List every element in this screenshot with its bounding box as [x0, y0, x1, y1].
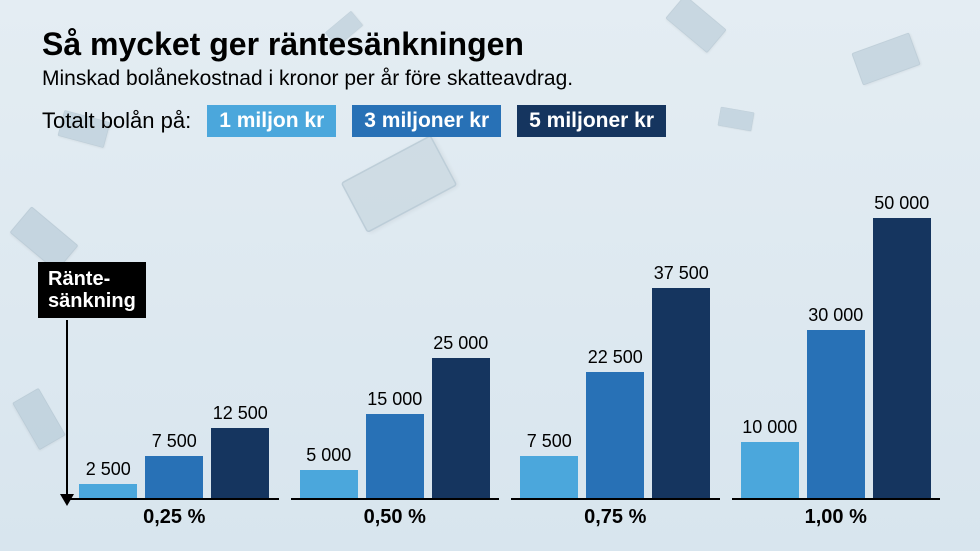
axis-connector-line — [66, 320, 68, 502]
bar: 7 500 — [145, 431, 203, 498]
x-axis-label: 0,50 % — [291, 506, 500, 529]
legend-label: Totalt bolån på: — [42, 108, 191, 134]
axis-arrow-icon — [60, 494, 74, 506]
bar-value-label: 15 000 — [367, 389, 422, 410]
bar-group-bars: 7 500 22 500 37 500 — [511, 200, 720, 500]
bar-group-bars: 2 500 7 500 12 500 — [70, 200, 279, 500]
bar-rect — [586, 372, 644, 498]
bar-rect — [432, 358, 490, 498]
bar-value-label: 30 000 — [808, 305, 863, 326]
chart-subtitle: Minskad bolånekostnad i kronor per år fö… — [42, 67, 938, 91]
bar-group-bars: 5 000 15 000 25 000 — [291, 200, 500, 500]
bar-rect — [211, 428, 269, 498]
bar-chart: 2 500 7 500 12 500 0,25 % 5 000 15 000 25 000 0… — [64, 189, 946, 529]
bar-group-bars: 10 00030 00050 000 — [732, 200, 941, 500]
bar: 12 500 — [211, 403, 269, 498]
x-axis-label: 1,00 % — [732, 506, 941, 529]
legend: Totalt bolån på: 1 miljon kr 3 miljoner … — [42, 105, 938, 137]
bar: 25 000 — [432, 333, 490, 498]
bar-rect — [807, 330, 865, 498]
bar: 7 500 — [520, 431, 578, 498]
chart-title: Så mycket ger räntesänkningen — [42, 26, 938, 63]
bar-group: 5 000 15 000 25 000 0,50 % — [291, 200, 500, 529]
bar-value-label: 2 500 — [86, 459, 131, 480]
bar-value-label: 25 000 — [433, 333, 488, 354]
bar-rect — [366, 414, 424, 498]
bar-value-label: 22 500 — [588, 347, 643, 368]
legend-series-3: 5 miljoner kr — [517, 105, 666, 137]
bar-value-label: 10 000 — [742, 417, 797, 438]
bar-rect — [652, 288, 710, 498]
bar: 37 500 — [652, 263, 710, 498]
bar-group: 10 00030 00050 0001,00 % — [732, 200, 941, 529]
bar: 5 000 — [300, 445, 358, 498]
bar-rect — [741, 442, 799, 498]
bar-rect — [79, 484, 137, 498]
y-axis-label-line2: sänkning — [48, 290, 136, 312]
bar-value-label: 37 500 — [654, 263, 709, 284]
bar-value-label: 50 000 — [874, 193, 929, 214]
y-axis-label-line1: Ränte- — [48, 268, 110, 290]
bar-value-label: 7 500 — [152, 431, 197, 452]
legend-series-1: 1 miljon kr — [207, 105, 336, 137]
bar: 50 000 — [873, 193, 931, 498]
bar: 10 000 — [741, 417, 799, 498]
y-axis-label: Ränte- sänkning — [38, 262, 146, 318]
bar-rect — [520, 456, 578, 498]
bar: 2 500 — [79, 459, 137, 498]
bar: 22 500 — [586, 347, 644, 498]
bar-value-label: 7 500 — [527, 431, 572, 452]
bar-rect — [145, 456, 203, 498]
bar-group: 2 500 7 500 12 500 0,25 % — [70, 200, 279, 529]
bar-rect — [300, 470, 358, 498]
legend-series-2: 3 miljoner kr — [352, 105, 501, 137]
bar: 30 000 — [807, 305, 865, 498]
x-axis-label: 0,75 % — [511, 506, 720, 529]
bar-value-label: 12 500 — [213, 403, 268, 424]
bar-value-label: 5 000 — [306, 445, 351, 466]
bar-rect — [873, 218, 931, 498]
bar: 15 000 — [366, 389, 424, 498]
x-axis-label: 0,25 % — [70, 506, 279, 529]
bar-group: 7 500 22 500 37 500 0,75 % — [511, 200, 720, 529]
